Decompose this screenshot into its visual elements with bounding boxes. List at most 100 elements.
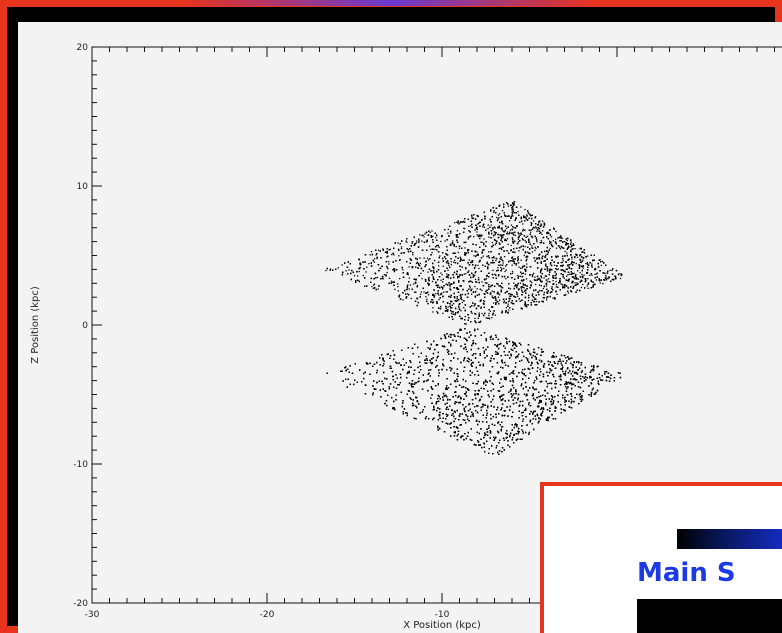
- scatter-point: [535, 216, 537, 218]
- scatter-point: [453, 276, 455, 279]
- scatter-point: [428, 280, 430, 282]
- scatter-point: [442, 278, 444, 280]
- scatter-point: [511, 207, 513, 209]
- scatter-point: [447, 309, 449, 311]
- scatter-point: [380, 257, 382, 259]
- scatter-point: [326, 267, 328, 270]
- scatter-point: [551, 269, 553, 271]
- scatter-point: [515, 284, 517, 286]
- scatter-point: [421, 249, 424, 251]
- scatter-point: [533, 289, 535, 292]
- scatter-point: [397, 286, 399, 288]
- scatter-point: [446, 239, 448, 241]
- scatter-point: [546, 291, 548, 293]
- scatter-point: [538, 258, 541, 260]
- scatter-point: [432, 307, 434, 309]
- scatter-point: [568, 278, 570, 280]
- scatter-point: [552, 297, 554, 299]
- scatter-point: [545, 285, 548, 287]
- scatter-point: [472, 302, 474, 304]
- scatter-point: [517, 241, 520, 243]
- scatter-point: [549, 291, 552, 294]
- scatter-point: [560, 246, 563, 248]
- scatter-point: [482, 255, 484, 257]
- scatter-point: [541, 290, 543, 292]
- scatter-point: [518, 266, 520, 268]
- scatter-point: [476, 231, 478, 233]
- scatter-point: [530, 214, 532, 217]
- scatter-point: [511, 211, 514, 213]
- scatter-point: [549, 263, 552, 265]
- scatter-point: [494, 296, 496, 298]
- scatter-point: [479, 288, 482, 290]
- scatter-point: [530, 235, 533, 237]
- scatter-point: [529, 252, 531, 255]
- scatter-point: [498, 242, 500, 244]
- scatter-point: [506, 250, 508, 252]
- scatter-point: [410, 297, 412, 300]
- scatter-point: [511, 228, 513, 230]
- scatter-point: [405, 297, 407, 299]
- scatter-point: [475, 281, 478, 283]
- scatter-point: [397, 283, 399, 285]
- scatter-point: [454, 222, 456, 224]
- scatter-point: [569, 273, 571, 275]
- scatter-point: [398, 249, 400, 251]
- scatter-point: [488, 231, 490, 234]
- scatter-point: [562, 264, 564, 266]
- scatter-point: [506, 264, 508, 266]
- scatter-point: [455, 236, 458, 238]
- scatter-point: [570, 263, 573, 265]
- scatter-point: [423, 291, 425, 293]
- scatter-point: [468, 270, 470, 272]
- scatter-point: [501, 220, 503, 222]
- scatter-point: [559, 248, 562, 250]
- scatter-point: [540, 269, 542, 271]
- scatter-point: [562, 241, 564, 243]
- scatter-point: [560, 237, 562, 239]
- scatter-point: [442, 288, 444, 290]
- scatter-point: [526, 258, 528, 260]
- scatter-point: [468, 317, 470, 319]
- scatter-point: [576, 256, 579, 258]
- scatter-point: [607, 277, 609, 280]
- scatter-point: [476, 251, 478, 253]
- scatter-point: [567, 274, 569, 276]
- scatter-point: [529, 213, 531, 216]
- scatter-point: [346, 266, 349, 268]
- scatter-point: [483, 303, 485, 305]
- scatter-point: [495, 240, 497, 242]
- scatter-point: [416, 261, 419, 264]
- scatter-point: [484, 282, 487, 284]
- scatter-point: [399, 243, 401, 245]
- scatter-point: [536, 239, 538, 241]
- scatter-point: [503, 206, 505, 208]
- scatter-point: [493, 231, 496, 233]
- scatter-point: [585, 279, 587, 281]
- scatter-point: [483, 244, 485, 246]
- scatter-point: [533, 296, 535, 299]
- scatter-point: [463, 227, 465, 229]
- scatter-point: [432, 235, 434, 237]
- scatter-point: [416, 297, 418, 299]
- scatter-point: [464, 304, 466, 306]
- scatter-point: [402, 292, 404, 294]
- scatter-point: [417, 246, 420, 248]
- scatter-point: [471, 260, 473, 262]
- scatter-point: [476, 214, 478, 217]
- scatter-point: [438, 286, 441, 288]
- scatter-point: [531, 281, 533, 284]
- scatter-point: [576, 282, 578, 284]
- scatter-point: [387, 255, 389, 257]
- scatter-point: [491, 241, 494, 244]
- scatter-point: [570, 273, 572, 275]
- scatter-point: [535, 227, 537, 229]
- scatter-point: [535, 279, 537, 281]
- scatter-point: [535, 304, 538, 306]
- scatter-point: [537, 267, 539, 269]
- scatter-point: [476, 234, 478, 236]
- scatter-point: [488, 236, 490, 238]
- scatter-point: [543, 291, 545, 294]
- scatter-point: [480, 270, 482, 272]
- scatter-point: [518, 247, 521, 249]
